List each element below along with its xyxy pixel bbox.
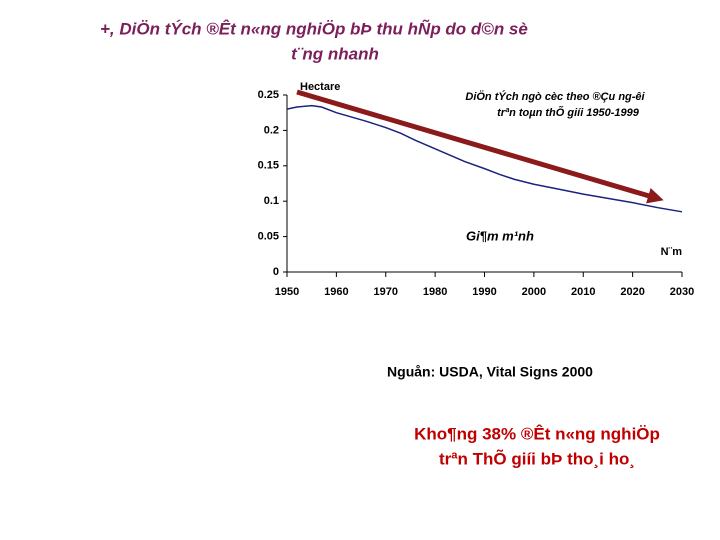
data-line [286, 104, 683, 213]
y-tick-label: 0.25 [258, 89, 279, 101]
x-axis-label: N¨m [661, 246, 683, 258]
trend-label: Gi¶m m¹nh [466, 228, 534, 243]
x-tick-label: 1980 [423, 286, 447, 298]
title-line: t¨ng nhanh [291, 44, 379, 63]
x-tick-label: 2030 [670, 286, 694, 298]
y-tick-label: 0.15 [258, 160, 279, 172]
source: Nguån: USDA, Vital Signs 2000 [387, 364, 593, 380]
footnote: Kho¶ng 38% ®Êt n«ng nghiÖp [414, 424, 660, 443]
x-tick-label: 1950 [275, 286, 299, 298]
x-tick-label: 2020 [620, 286, 644, 298]
y-tick-label: 0.1 [264, 195, 279, 207]
x-tick-label: 1990 [472, 286, 496, 298]
y-tick-label: 0.05 [258, 231, 279, 243]
x-tick-label: 1970 [374, 286, 398, 298]
footnote: trªn ThÕ giíi bÞ tho¸i ho¸ [439, 448, 635, 468]
y-tick-label: 0.2 [264, 124, 279, 136]
x-tick-label: 2000 [522, 286, 546, 298]
annotation: DiÖn tÝch ngò cèc theo ®Çu ng-êi [465, 90, 645, 103]
plot: 0 0.05 0.1 0.15 0.2 0.25 1950 1960 1970 1980 1990 2… [258, 89, 695, 298]
x-tick-label: 2010 [571, 286, 595, 298]
title-line: +, DiÖn tÝch ®Êt n«ng nghiÖp bÞ thu hÑp … [100, 18, 528, 38]
trend-arrow [296, 89, 664, 204]
annotation: trªn toµn thÕ giíi 1950-1999 [497, 106, 640, 119]
y-tick-label: 0 [273, 266, 279, 278]
y-axis-label: Hectare [300, 81, 340, 93]
x-tick-label: 1960 [324, 286, 348, 298]
